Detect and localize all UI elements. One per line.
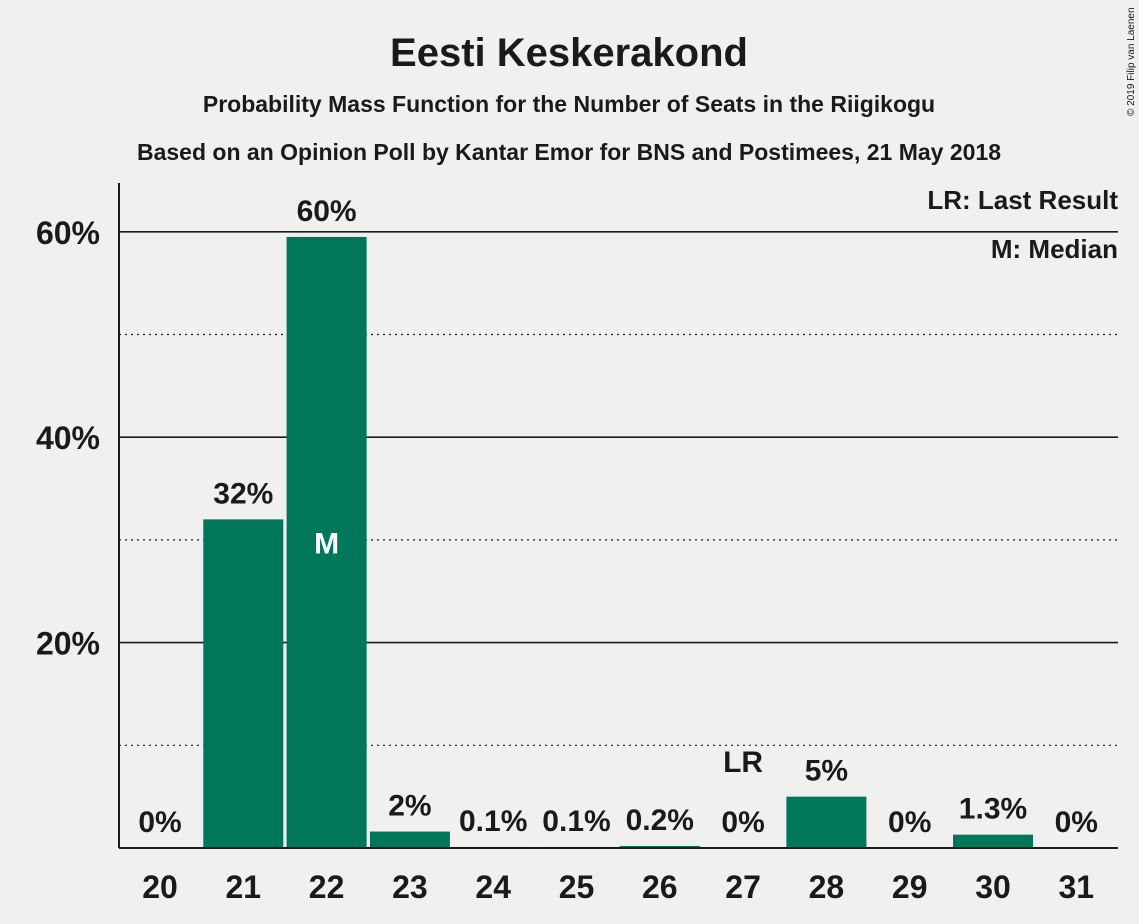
bar-value-label: 0% [138, 806, 181, 839]
x-tick-label: 30 [975, 869, 1011, 905]
bar-value-label: 1.3% [959, 793, 1027, 826]
plot-area: 20% 40% 60% 0% 20 32% 21 60% 22 M 2% 23 0.1% 24 0.1% 25… [36, 183, 1118, 905]
x-tick-label: 20 [142, 869, 178, 905]
bar-26 [619, 845, 700, 848]
bar-value-label: 0% [721, 806, 764, 839]
x-tick-label: 25 [559, 869, 595, 905]
x-tick-label: 31 [1059, 869, 1095, 905]
x-tick-label: 27 [725, 869, 761, 905]
bar-22 [286, 236, 367, 848]
x-tick-label: 23 [392, 869, 428, 905]
bar-value-label: 60% [297, 195, 357, 228]
bar-value-label: 0% [888, 806, 931, 839]
bar-23 [369, 831, 450, 848]
x-tick-label: 24 [475, 869, 511, 905]
bar-value-label: 32% [213, 477, 273, 510]
median-marker: M [314, 527, 339, 560]
x-tick-label: 28 [809, 869, 845, 905]
bar-value-label: 0% [1055, 806, 1098, 839]
x-tick-label: 21 [226, 869, 262, 905]
bar-value-label: 5% [805, 755, 848, 788]
bar-value-label: 0.2% [626, 804, 694, 837]
x-tick-label: 26 [642, 869, 678, 905]
x-tick-label: 22 [309, 869, 345, 905]
bar-21 [203, 519, 284, 848]
bar-28 [786, 796, 867, 848]
x-tick-label: 29 [892, 869, 928, 905]
chart-title: Eesti Keskerakond [390, 31, 748, 75]
legend-median: M: Median [991, 234, 1118, 264]
last-result-marker: LR [723, 746, 763, 779]
copyright-note: © 2019 Filip van Laenen [1126, 7, 1137, 116]
chart-subtitle: Probability Mass Function for the Number… [203, 91, 935, 117]
y-tick-label: 20% [36, 626, 100, 662]
bar-value-label: 0.1% [542, 805, 610, 838]
chart-source: Based on an Opinion Poll by Kantar Emor … [137, 139, 1001, 165]
bar-value-label: 2% [388, 790, 431, 823]
bar-value-label: 0.1% [459, 805, 527, 838]
legend-last-result: LR: Last Result [927, 185, 1118, 215]
y-tick-label: 60% [36, 215, 100, 251]
y-tick-label: 40% [36, 420, 100, 456]
bar-30 [953, 834, 1033, 848]
